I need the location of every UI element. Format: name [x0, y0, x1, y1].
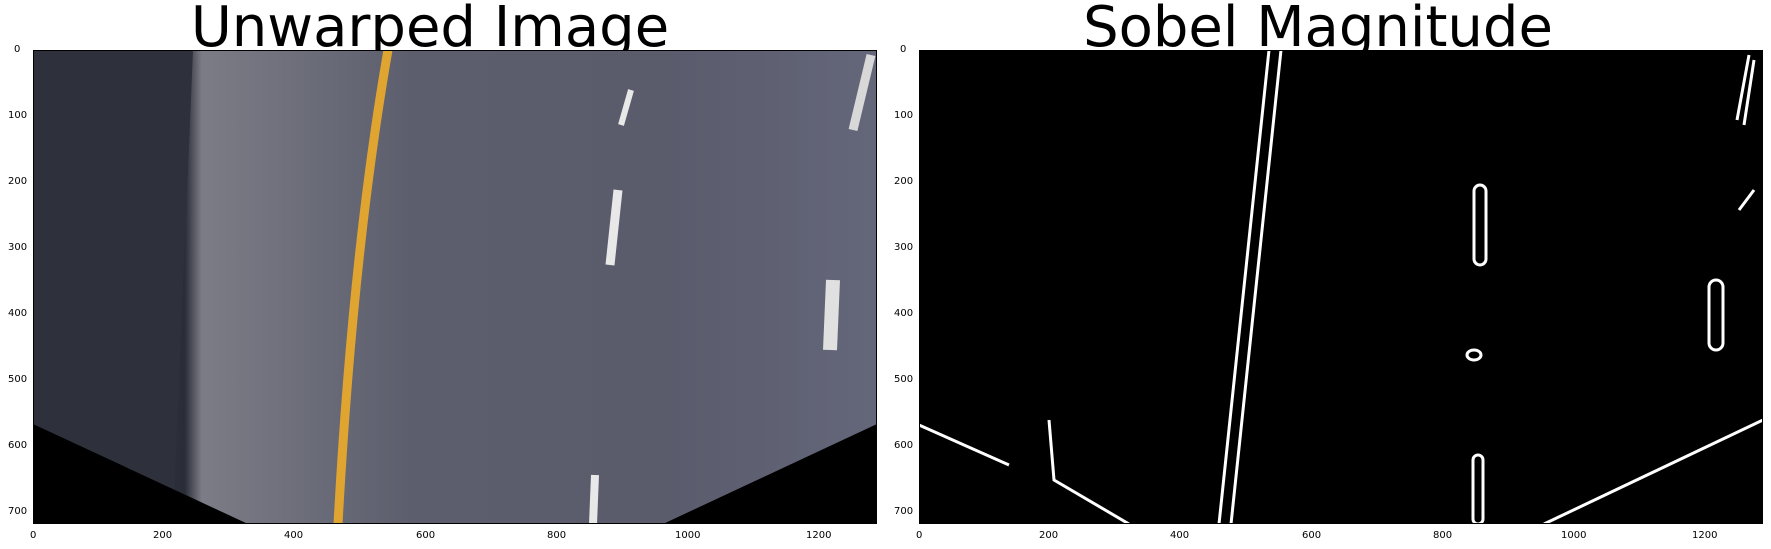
- x-tick-label: 1200: [1692, 530, 1718, 541]
- x-tick-label: 0: [916, 530, 923, 541]
- x-tick-label: 1200: [806, 530, 832, 541]
- x-tick-label: 1000: [1561, 530, 1587, 541]
- y-tick-label: 600: [894, 440, 914, 451]
- y-tick-label: 500: [894, 374, 914, 385]
- sobel-panel: Sobel Magnitude 0 100 200 300 400 500 60…: [888, 0, 1763, 549]
- y-tick-label: 200: [894, 176, 914, 187]
- sobel-axes-frame: [919, 50, 1763, 524]
- x-tick-label: 0: [30, 530, 37, 541]
- sobel-edge-image: [919, 50, 1763, 524]
- y-tick-label: 400: [894, 308, 914, 319]
- unwarped-panel: Unwarped Image 0 100 200 300: [0, 0, 877, 549]
- y-tick-label: 300: [8, 242, 28, 253]
- x-tick-label: 600: [1302, 530, 1322, 541]
- y-tick-label: 600: [8, 440, 28, 451]
- y-tick-label: 400: [8, 308, 28, 319]
- y-tick-label: 0: [14, 44, 21, 55]
- y-tick-label: 100: [8, 110, 28, 121]
- x-tick-label: 600: [416, 530, 436, 541]
- x-tick-label: 1000: [675, 530, 701, 541]
- x-tick-label: 800: [547, 530, 567, 541]
- y-tick-label: 300: [894, 242, 914, 253]
- x-tick-label: 400: [1170, 530, 1190, 541]
- y-tick-label: 100: [894, 110, 914, 121]
- y-tick-label: 700: [894, 506, 914, 517]
- y-tick-label: 0: [900, 44, 907, 55]
- x-tick-label: 800: [1433, 530, 1453, 541]
- y-tick-label: 500: [8, 374, 28, 385]
- y-tick-label: 200: [8, 176, 28, 187]
- sobel-title: Sobel Magnitude: [1083, 0, 1553, 60]
- y-tick-label: 700: [8, 506, 28, 517]
- x-tick-label: 200: [1039, 530, 1059, 541]
- unwarped-title: Unwarped Image: [190, 0, 670, 60]
- unwarped-road-image: [33, 50, 877, 524]
- x-tick-label: 400: [284, 530, 304, 541]
- unwarped-axes-frame: [33, 50, 877, 524]
- x-tick-label: 200: [153, 530, 173, 541]
